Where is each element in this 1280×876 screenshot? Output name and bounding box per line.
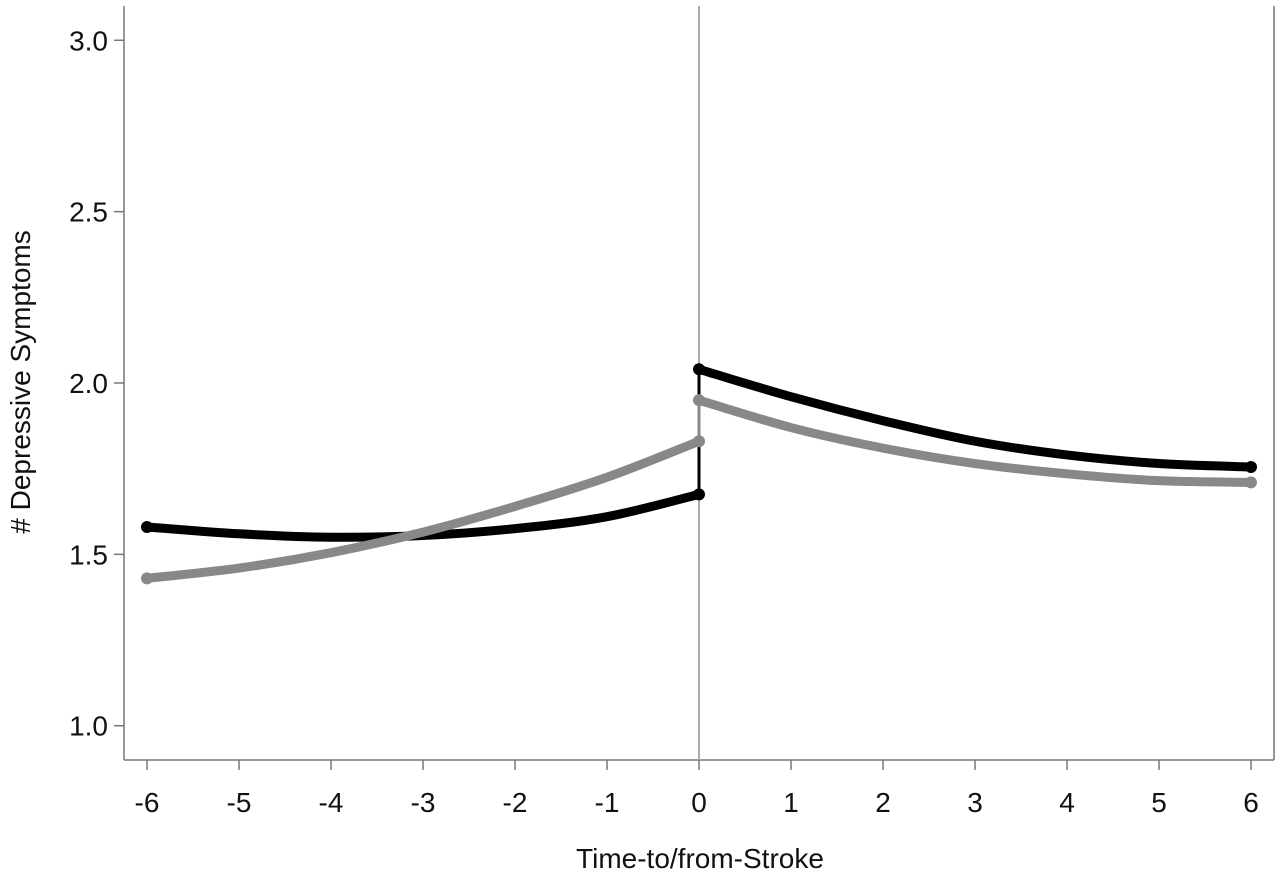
x-tick-label: 0 (691, 787, 707, 818)
y-tick-label: 2.0 (69, 368, 108, 399)
series-2-endpoint (141, 572, 153, 585)
y-tick-label: 2.5 (69, 197, 108, 228)
series-2-endpoint (1245, 476, 1257, 489)
x-tick-label: 4 (1059, 787, 1075, 818)
x-tick-label: 2 (875, 787, 891, 818)
x-tick-label: -3 (411, 787, 436, 818)
x-tick-label: -5 (227, 787, 252, 818)
series-2 (141, 394, 1257, 585)
y-tick-labels: 1.0 1.5 2.0 2.5 3.0 (69, 25, 108, 741)
x-axis-title: Time-to/from-Stroke (576, 843, 824, 874)
x-tick-label: -6 (135, 787, 160, 818)
series-1-endpoint (693, 488, 705, 501)
x-tick-label: 5 (1151, 787, 1167, 818)
series-2-endpoint (693, 435, 705, 448)
y-tick-label: 1.5 (69, 539, 108, 570)
series-1-endpoint (141, 520, 153, 533)
series-1-endpoint (693, 363, 705, 376)
x-tick-label: 6 (1243, 787, 1259, 818)
series-2-endpoint (693, 394, 705, 407)
x-tick-labels: -6 -5 -4 -3 -2 -1 0 1 2 3 4 5 6 (135, 787, 1259, 818)
x-tick-label: 1 (783, 787, 799, 818)
y-tick-label: 1.0 (69, 711, 108, 742)
y-axis-title: # Depressive Symptoms (5, 230, 36, 533)
x-tick-label: -4 (319, 787, 344, 818)
series-group (141, 363, 1257, 585)
x-tick-label: -1 (595, 787, 620, 818)
y-tick-label: 3.0 (69, 25, 108, 56)
series-1-post-stroke-line (694, 364, 1256, 472)
axes (114, 6, 1275, 770)
series-2-pre-stroke-line (142, 436, 704, 583)
series-1-endpoint (1245, 460, 1257, 473)
x-tick-label: 3 (967, 787, 983, 818)
x-tick-label: -2 (503, 787, 528, 818)
series-2-post-stroke-line (694, 395, 1256, 487)
